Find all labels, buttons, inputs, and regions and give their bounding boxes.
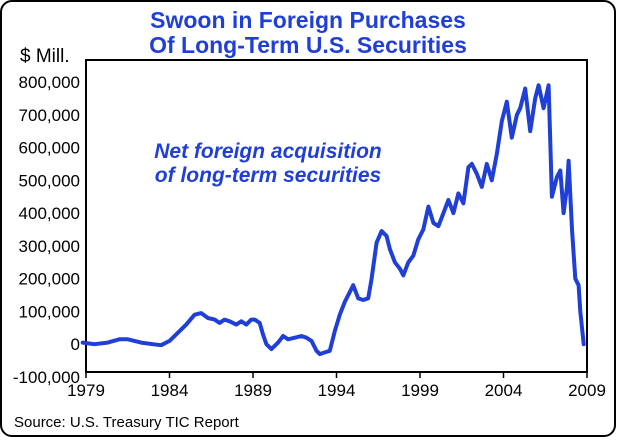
y-tick-label: 200,000 bbox=[19, 270, 80, 289]
chart-title-line-2: Of Long-Term U.S. Securities bbox=[149, 32, 467, 58]
y-tick-label: 100,000 bbox=[19, 302, 80, 321]
y-tick-label: 800,000 bbox=[19, 73, 80, 92]
y-axis-unit-label: $ Mill. bbox=[20, 46, 70, 67]
y-tick-label: 0 bbox=[71, 335, 80, 354]
x-tick-label: 1999 bbox=[401, 381, 439, 400]
series-line-net-foreign-acquisition bbox=[80, 83, 586, 357]
y-tick-label: 600,000 bbox=[19, 139, 80, 158]
x-tick-label: 2009 bbox=[568, 381, 606, 400]
x-tick-label: 2004 bbox=[485, 381, 523, 400]
chart-title: Swoon in Foreign Purchases Of Long-Term … bbox=[2, 8, 614, 58]
x-tick-label: 1979 bbox=[67, 381, 105, 400]
y-tick-label: 300,000 bbox=[19, 237, 80, 256]
y-tick-label: 700,000 bbox=[19, 106, 80, 125]
x-tick-label: 1989 bbox=[234, 381, 272, 400]
y-tick-label: 500,000 bbox=[19, 171, 80, 190]
chart-title-line-1: Swoon in Foreign Purchases bbox=[150, 7, 466, 33]
y-tick-label: 400,000 bbox=[19, 204, 80, 223]
x-tick-label: 1994 bbox=[318, 381, 356, 400]
x-tick-label: 1984 bbox=[151, 381, 189, 400]
y-tick-label: -100,000 bbox=[13, 368, 80, 387]
series-annotation-line: Net foreign acquisition bbox=[154, 140, 382, 163]
source-note: Source: U.S. Treasury TIC Report bbox=[14, 414, 239, 431]
series-annotation-line: of long-term securities bbox=[155, 164, 381, 187]
